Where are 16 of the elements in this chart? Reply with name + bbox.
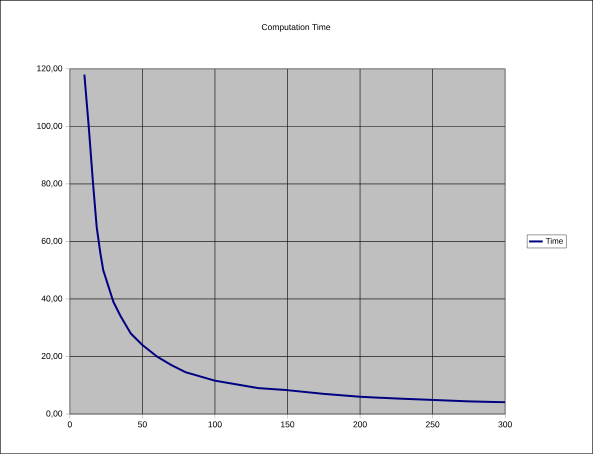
y-tick-label: 100,00 xyxy=(37,122,62,130)
y-tick-label: 120,00 xyxy=(37,65,62,72)
y-tick-label: 80,00 xyxy=(42,180,62,188)
x-tick-label: 300 xyxy=(498,421,512,428)
x-tick-label: 200 xyxy=(353,421,367,428)
x-tick-label: 150 xyxy=(281,421,294,428)
x-tick-label: 50 xyxy=(138,421,147,428)
y-tick-label: 60,00 xyxy=(42,238,62,246)
y-tick-label: 20,00 xyxy=(42,353,62,360)
y-tick-label: 0,00 xyxy=(46,410,62,418)
x-tick-label: 250 xyxy=(426,421,440,428)
x-tick-label: 100 xyxy=(208,421,222,428)
x-tick-label: 0 xyxy=(68,421,72,428)
chart-title: Computation Time xyxy=(262,24,330,32)
y-tick-label: 40,00 xyxy=(41,296,62,303)
legend-label: Time xyxy=(546,238,563,244)
